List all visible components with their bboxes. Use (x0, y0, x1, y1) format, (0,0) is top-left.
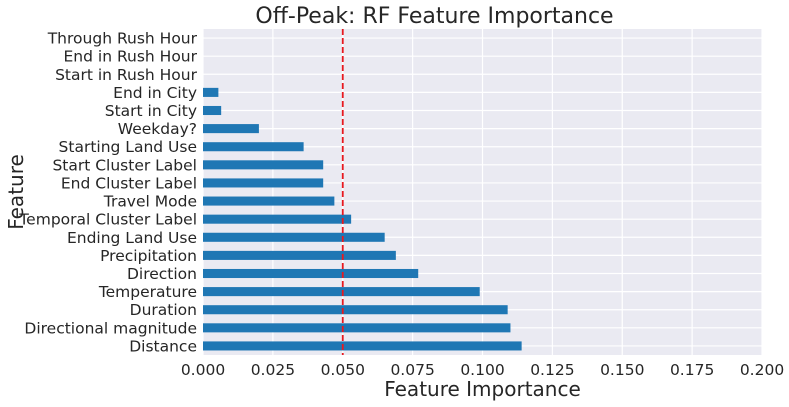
y-tick-label: Temporal Cluster Label (18, 211, 197, 229)
x-tick-labels: 0.000 0.025 0.050 0.075 0.100 0.125 0.150 0.175… (181, 361, 784, 379)
bar (203, 124, 259, 134)
y-tick-label: Temperature (98, 283, 197, 301)
bar (203, 341, 522, 351)
y-tick-label: Direction (127, 265, 197, 283)
bar (203, 250, 396, 260)
y-axis-label: Feature (4, 154, 28, 230)
bar (203, 214, 352, 224)
y-tick-label: Precipitation (100, 247, 197, 265)
y-tick-label: Travel Mode (103, 193, 197, 211)
y-tick-label: Through Rush Hour (47, 30, 198, 48)
bar (203, 268, 419, 279)
y-tick-label: Start in Rush Hour (55, 66, 198, 84)
x-tick-label: 0.150 (600, 361, 644, 379)
y-tick-label: End Cluster Label (61, 174, 197, 192)
bar (203, 232, 385, 242)
bar (203, 305, 508, 315)
chart-title: Off-Peak: RF Feature Importance (255, 4, 613, 29)
y-tick-label: End in City (113, 84, 197, 102)
y-tick-label: Start in City (105, 102, 197, 120)
y-tick-label: Weekday? (118, 120, 197, 138)
x-tick-label: 0.050 (321, 361, 365, 379)
bar (203, 87, 219, 97)
bar (203, 196, 335, 206)
x-tick-label: 0.100 (460, 361, 504, 379)
y-tick-label: Directional magnitude (24, 319, 197, 337)
bar (203, 160, 324, 170)
bar (203, 142, 304, 152)
x-tick-label: 0.200 (740, 361, 784, 379)
bars-group (203, 87, 522, 351)
y-tick-label: Distance (129, 337, 197, 355)
x-axis-label: Feature Importance (384, 377, 581, 401)
x-tick-label: 0.075 (390, 361, 434, 379)
x-tick-label: 0.175 (670, 361, 714, 379)
bar (203, 323, 511, 333)
y-tick-label: End in Rush Hour (64, 48, 198, 66)
bar (203, 178, 324, 188)
x-tick-label: 0.025 (251, 361, 295, 379)
x-tick-label: 0.000 (181, 361, 225, 379)
bar (203, 287, 480, 297)
y-tick-label: Duration (130, 301, 197, 319)
y-tick-label: Start Cluster Label (52, 156, 197, 174)
y-tick-label: Starting Land Use (59, 138, 197, 156)
bar (203, 105, 222, 116)
y-tick-label: Ending Land Use (67, 229, 197, 247)
x-tick-label: 0.125 (530, 361, 574, 379)
